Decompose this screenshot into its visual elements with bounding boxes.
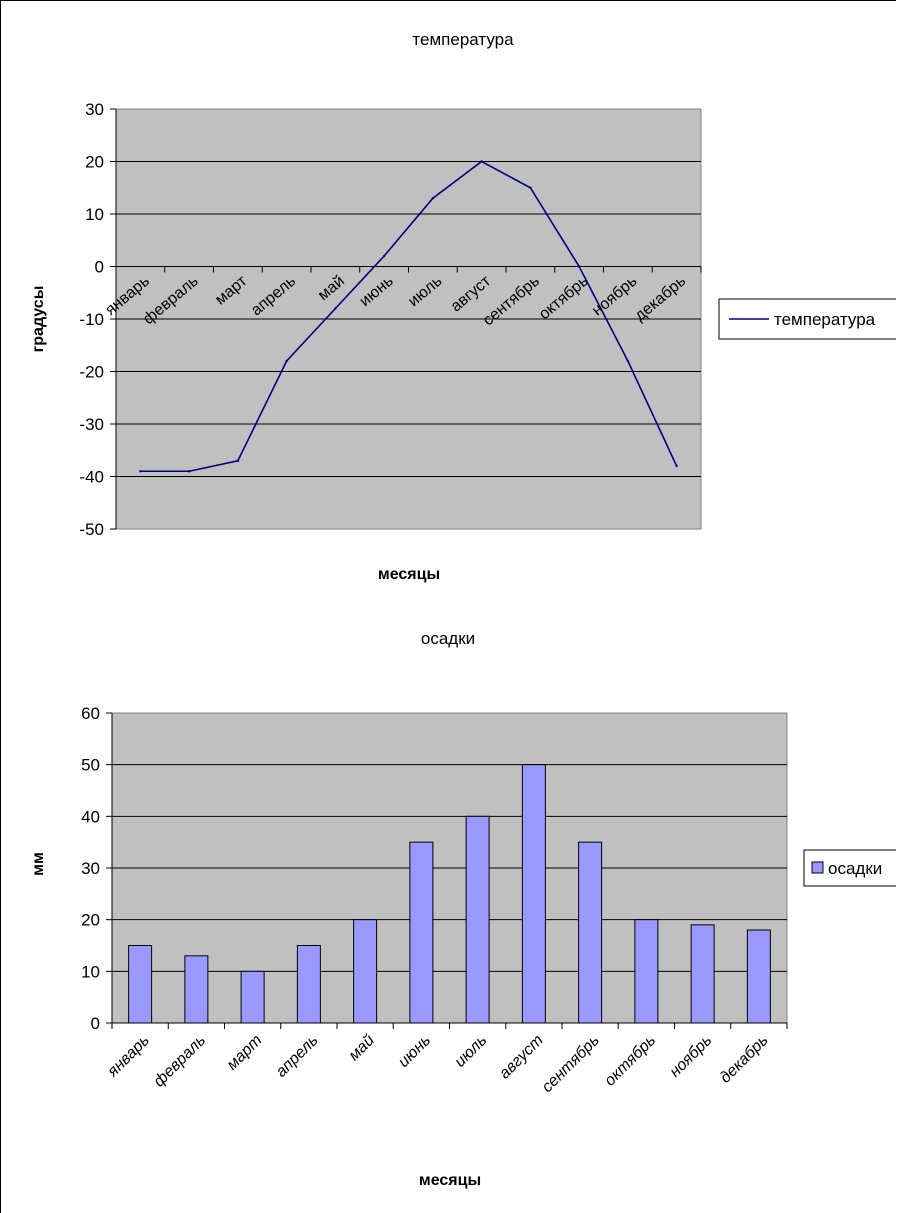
y-tick-label: 40	[81, 807, 100, 826]
y-tick-label: 50	[81, 756, 100, 775]
temperature-point	[139, 470, 142, 473]
y-tick-label: 10	[85, 205, 104, 224]
precipitation-bar	[465, 815, 490, 1024]
x-tick-label: декабрь	[717, 1032, 772, 1087]
legend-swatch	[811, 861, 824, 874]
legend-label: осадки	[828, 859, 882, 878]
precipitation-bar	[746, 929, 771, 1024]
y-tick-label: 30	[85, 100, 104, 119]
x-axis-label: месяцы	[378, 566, 440, 583]
y-axis-label: мм	[30, 852, 47, 876]
temperature-point	[187, 470, 191, 473]
precipitation-bar	[184, 955, 209, 1024]
temperature-chart-panel: температура 30 20 10 0 -10 -20 -30 -40 -50 январь ф…	[0, 0, 896, 597]
precipitation-bar	[353, 919, 378, 1024]
temperature-point	[382, 254, 386, 258]
x-tick-label: ноябрь	[667, 1032, 716, 1081]
x-tick-label: март	[224, 1032, 266, 1074]
chart-title: осадки	[421, 629, 475, 648]
y-tick-label: 30	[81, 859, 100, 878]
temperature-point	[480, 160, 483, 163]
x-tick-label: сентябрь	[539, 1032, 603, 1096]
temperature-point	[334, 307, 337, 310]
y-tick-label: 60	[81, 704, 100, 723]
y-tick-label: 20	[81, 911, 100, 930]
temperature-series-line	[140, 160, 678, 473]
temperature-point	[626, 359, 630, 363]
legend-label: температура	[774, 310, 876, 329]
y-tick-label: 0	[95, 258, 104, 277]
y-tick-label: -50	[79, 520, 104, 539]
temperature-point	[236, 459, 240, 462]
y-tick-label: 0	[91, 1014, 100, 1033]
y-tick-label: -40	[79, 468, 104, 487]
precipitation-bar	[296, 945, 321, 1024]
temperature-point	[675, 464, 678, 468]
temperature-chart: температура3020100-10-20-30-40-50январьф…	[30, 30, 896, 583]
temperature-point	[285, 359, 288, 363]
precipitation-bar	[240, 970, 265, 1024]
temperature-point	[577, 265, 581, 268]
precipitation-bar	[521, 764, 546, 1024]
precipitation-bar	[128, 945, 153, 1024]
x-axis-label: месяцы	[419, 1172, 481, 1189]
x-tick-label: июнь	[395, 1032, 434, 1071]
y-tick-label: -30	[79, 415, 104, 434]
x-tick-label: август	[496, 1032, 547, 1083]
y-axis-label: градусы	[30, 286, 47, 353]
precipitation-bar	[578, 841, 603, 1024]
chart-title: температура	[412, 30, 514, 49]
precipitation-bar	[634, 919, 659, 1024]
x-tick-label: январь	[104, 1032, 153, 1081]
y-tick-label: -20	[79, 363, 104, 382]
y-tick-label: 10	[81, 962, 100, 981]
x-tick-label: октябрь	[601, 1032, 659, 1090]
precipitation-bar	[409, 841, 434, 1024]
precipitation-chart-panel: осадки 60 50 40 30 20 10 0 январь февраль март апре…	[0, 596, 896, 1213]
y-tick-label: -10	[79, 310, 104, 329]
x-tick-label: апрель	[273, 1032, 322, 1081]
precipitation-bar	[690, 924, 715, 1024]
y-tick-label: 20	[85, 153, 104, 172]
temperature-point	[529, 186, 532, 189]
temperature-point	[431, 197, 435, 200]
x-tick-label: февраль	[151, 1032, 210, 1091]
x-tick-label: июль	[452, 1032, 491, 1071]
x-tick-label: май	[346, 1032, 378, 1064]
